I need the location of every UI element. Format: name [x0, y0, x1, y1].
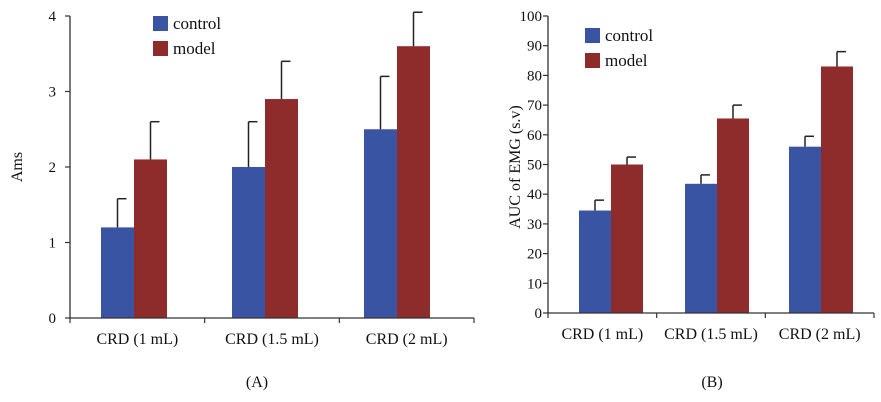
y-tick-label: 20 [527, 247, 542, 263]
y-tick-label: 70 [527, 98, 542, 114]
x-tick-label: CRD (1 mL) [96, 331, 178, 348]
panel-label: (B) [701, 374, 722, 391]
y-tick-label: 4 [49, 9, 57, 25]
panel-label: (A) [246, 374, 268, 391]
x-tick-label: CRD (1.5 mL) [664, 326, 758, 343]
y-axis-label: Ams [9, 152, 26, 182]
bar-control-2 [685, 183, 717, 313]
y-tick-label: 0 [49, 311, 57, 327]
bar-control-3 [789, 146, 821, 313]
y-tick-label: 3 [49, 85, 57, 101]
chart-b: 0 10 20 30 40 50 60 70 80 90 100 CRD (1 mL) CRD (1.5… [507, 9, 875, 391]
x-tick-label: CRD (2 mL) [366, 331, 448, 348]
y-axis-label: AUC of EMG (s.v) [507, 105, 524, 229]
y-tick-label: 2 [49, 160, 57, 176]
y-tick-label: 30 [527, 217, 542, 233]
legend-swatch-model [153, 41, 168, 56]
bar-model-1 [611, 164, 643, 313]
chart-a: 0 1 2 3 4 CRD (1 mL) CRD (1.5 mL) CRD (2 mL) Ams… [9, 9, 475, 391]
y-tick-label: 50 [527, 158, 542, 174]
x-tick-label: CRD (1 mL) [561, 326, 643, 343]
legend-label-control: control [605, 26, 653, 45]
legend-label-model: model [173, 39, 216, 58]
y-tick-label: 90 [527, 39, 542, 55]
y-tick-label: 10 [527, 276, 542, 292]
bar-control-1 [101, 227, 134, 318]
bar-model-3 [821, 66, 853, 314]
bar-model-3 [397, 46, 430, 318]
legend-swatch-control [585, 28, 600, 43]
legend-label-model: model [605, 51, 648, 70]
y-tick-label: 80 [527, 68, 542, 84]
y-tick-label: 100 [520, 9, 543, 25]
bar-model-2 [265, 99, 298, 318]
legend-label-control: control [173, 14, 221, 33]
bar-model-1 [134, 159, 167, 318]
x-tick-label: CRD (2 mL) [779, 326, 861, 343]
bar-control-1 [579, 210, 611, 313]
y-tick-label: 60 [527, 128, 542, 144]
bar-model-2 [717, 118, 749, 313]
x-tick-label: CRD (1.5 mL) [225, 331, 319, 348]
legend-swatch-control [153, 16, 168, 31]
y-tick-label: 0 [535, 306, 543, 322]
y-tick-label: 1 [49, 236, 57, 252]
bar-control-2 [232, 167, 265, 318]
legend-swatch-model [585, 53, 600, 68]
y-tick-label: 40 [527, 187, 542, 203]
bar-control-3 [364, 129, 397, 318]
